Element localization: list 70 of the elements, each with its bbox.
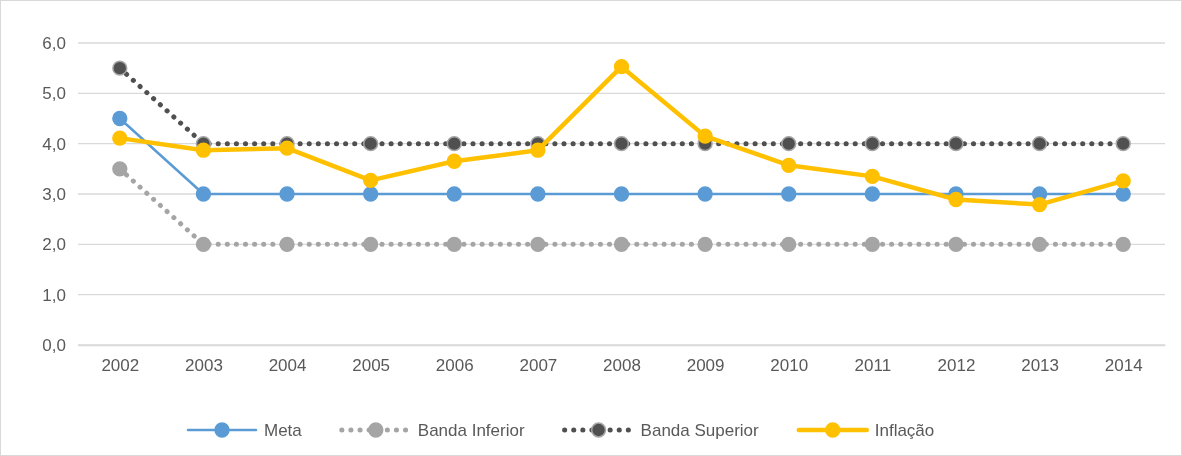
point: [112, 161, 128, 177]
point: [864, 168, 881, 185]
x-tick-label: 2003: [185, 356, 223, 376]
point: [697, 186, 713, 202]
point: [1115, 173, 1131, 189]
y-tick-label: 3,0: [42, 184, 66, 204]
point: [362, 136, 379, 152]
point: [195, 186, 212, 202]
point: [279, 236, 295, 252]
point: [1115, 236, 1131, 252]
y-tick-label: 5,0: [42, 84, 66, 104]
point: [948, 191, 964, 208]
point: [112, 130, 128, 146]
x-tick-label: 2002: [101, 356, 140, 376]
point: [530, 236, 546, 252]
point: [948, 236, 964, 252]
point: [781, 157, 797, 173]
point: [362, 186, 379, 202]
point: [195, 142, 212, 158]
point: [112, 110, 128, 127]
point: [446, 136, 462, 152]
point: [112, 60, 128, 76]
point: [948, 136, 964, 152]
legend-label: Banda Inferior: [417, 421, 525, 440]
point: [446, 153, 462, 169]
x-tick-label: 2011: [854, 356, 892, 376]
point: [1115, 136, 1131, 152]
point: [864, 186, 881, 202]
point: [279, 140, 295, 156]
point: [1031, 136, 1048, 152]
point: [864, 136, 881, 152]
point: [781, 186, 797, 202]
y-tick-label: 1,0: [42, 285, 66, 305]
x-tick-label: 2012: [937, 356, 976, 376]
point: [613, 186, 630, 202]
y-tick-label: 2,0: [42, 235, 66, 255]
point: [195, 236, 212, 252]
x-tick-label: 2004: [268, 356, 307, 376]
point: [613, 236, 630, 252]
point: [446, 236, 462, 252]
x-tick-label: 2013: [1021, 356, 1059, 376]
x-tick-label: 2014: [1104, 356, 1143, 376]
x-tick-label: 2009: [686, 356, 725, 376]
point: [530, 142, 546, 158]
legend-label: Banda Superior: [640, 421, 760, 440]
x-tick-label: 2005: [352, 356, 391, 376]
point: [362, 236, 379, 252]
point: [781, 136, 797, 152]
y-tick-label: 4,0: [42, 134, 66, 154]
legend-label: Meta: [264, 421, 303, 440]
point: [613, 136, 630, 152]
point: [530, 186, 546, 202]
x-tick-label: 2008: [603, 356, 641, 376]
legend-label: Inflação: [874, 421, 935, 440]
point: [1115, 186, 1131, 202]
point: [781, 236, 797, 252]
y-tick-label: 6,0: [42, 33, 66, 53]
point: [362, 172, 379, 189]
point: [1031, 196, 1048, 213]
x-tick-label: 2006: [435, 356, 474, 376]
point: [613, 59, 630, 75]
x-tick-label: 2010: [770, 356, 809, 376]
point: [1031, 236, 1048, 252]
x-tick-label: 2007: [519, 356, 558, 376]
point: [697, 236, 713, 252]
y-tick-label: 0,0: [42, 335, 66, 355]
point: [864, 236, 881, 252]
point: [279, 186, 295, 202]
point: [697, 128, 713, 144]
point: [446, 186, 462, 202]
